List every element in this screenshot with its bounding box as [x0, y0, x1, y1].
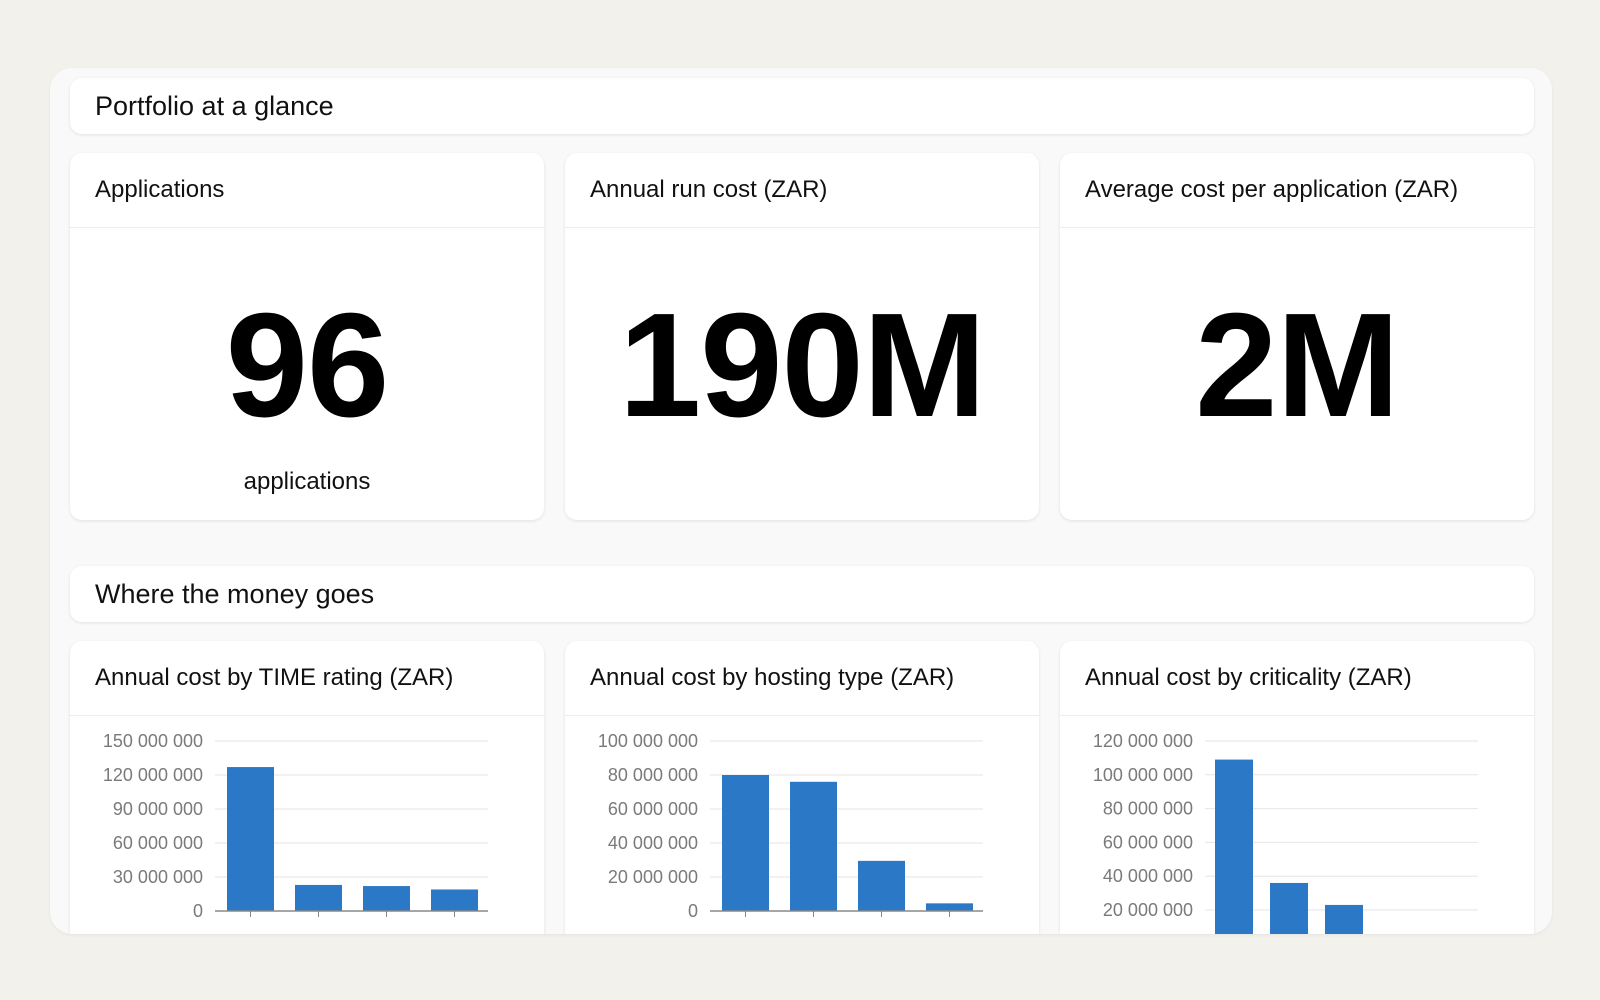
card-header: Annual run cost (ZAR) — [565, 153, 1039, 228]
card-header: Applications — [70, 153, 544, 228]
section-title: Portfolio at a glance — [95, 90, 334, 121]
bar[interactable] — [1325, 904, 1363, 934]
y-tick-label: 80 000 000 — [1103, 799, 1193, 819]
y-tick-label: 100 000 000 — [598, 731, 698, 751]
y-tick-label: 60 000 000 — [113, 833, 203, 853]
chart-criticality: 120 000 000 100 000 000 80 000 000 60 000 0… — [1093, 731, 1478, 934]
card-title: Annual cost by TIME rating (ZAR) — [95, 664, 454, 691]
y-tick-label: 100 000 000 — [1093, 765, 1193, 785]
y-tick-label: 90 000 000 — [113, 799, 203, 819]
kpi-value: 2M — [1195, 283, 1400, 448]
y-tick-label: 60 000 000 — [608, 799, 698, 819]
card-title: Annual run cost (ZAR) — [590, 176, 828, 203]
bar[interactable] — [1270, 882, 1308, 934]
bar[interactable] — [790, 781, 837, 911]
card-header: Annual cost by hosting type (ZAR) — [565, 641, 1039, 716]
section-header-money: Where the money goes — [70, 566, 1534, 622]
card-header: Average cost per application (ZAR) — [1060, 153, 1534, 228]
y-tick-label: 150 000 000 — [103, 731, 203, 751]
y-tick-label: 40 000 000 — [608, 833, 698, 853]
card-title: Annual cost by hosting type (ZAR) — [590, 664, 955, 691]
dashboard-board: Portfolio at a glance Applications 96 ap… — [50, 68, 1552, 934]
kpi-card-average-cost: Average cost per application (ZAR) 2M — [1060, 153, 1534, 520]
kpi-card-applications: Applications 96 applications — [70, 153, 544, 520]
card-title: Average cost per application (ZAR) — [1085, 176, 1459, 203]
section-header-portfolio: Portfolio at a glance — [70, 78, 1534, 134]
y-tick-label: 80 000 000 — [608, 765, 698, 785]
kpi-card-annual-run-cost: Annual run cost (ZAR) 190M — [565, 153, 1039, 520]
y-tick-label: 0 — [688, 901, 698, 921]
bar[interactable] — [295, 884, 342, 911]
chart-hosting-type: 100 000 000 80 000 000 60 000 000 40 000 00… — [598, 731, 983, 921]
y-tick-label: 120 000 000 — [1093, 731, 1193, 751]
y-tick-label: 60 000 000 — [1103, 832, 1193, 852]
bar[interactable] — [858, 860, 905, 911]
chart-card-criticality: Annual cost by criticality (ZAR) 120 000… — [1060, 641, 1534, 934]
card-title: Applications — [95, 176, 225, 203]
y-tick-label: 120 000 000 — [103, 765, 203, 785]
bar[interactable] — [431, 889, 478, 911]
kpi-value: 96 — [225, 283, 390, 448]
kpi-unit: applications — [243, 468, 371, 495]
bar[interactable] — [227, 767, 274, 911]
kpi-value: 190M — [618, 283, 986, 448]
chart-time-rating: 150 000 000 120 000 000 90 000 000 60 000 0… — [103, 731, 488, 921]
chart-card-time-rating: Annual cost by TIME rating (ZAR) 150 000… — [70, 641, 544, 934]
bar[interactable] — [722, 775, 769, 911]
y-tick-label: 30 000 000 — [113, 867, 203, 887]
y-tick-label: 20 000 000 — [1103, 900, 1193, 920]
bar[interactable] — [363, 886, 410, 911]
bar[interactable] — [926, 903, 973, 911]
chart-card-hosting-type: Annual cost by hosting type (ZAR) 100 00… — [565, 641, 1039, 934]
y-tick-label: 20 000 000 — [608, 867, 698, 887]
section-title: Where the money goes — [95, 578, 375, 609]
card-title: Annual cost by criticality (ZAR) — [1085, 664, 1412, 691]
y-tick-label: 0 — [193, 901, 203, 921]
bar[interactable] — [1215, 759, 1253, 934]
y-tick-label: 40 000 000 — [1103, 866, 1193, 886]
card-header: Annual cost by TIME rating (ZAR) — [70, 641, 544, 716]
card-header: Annual cost by criticality (ZAR) — [1060, 641, 1534, 716]
